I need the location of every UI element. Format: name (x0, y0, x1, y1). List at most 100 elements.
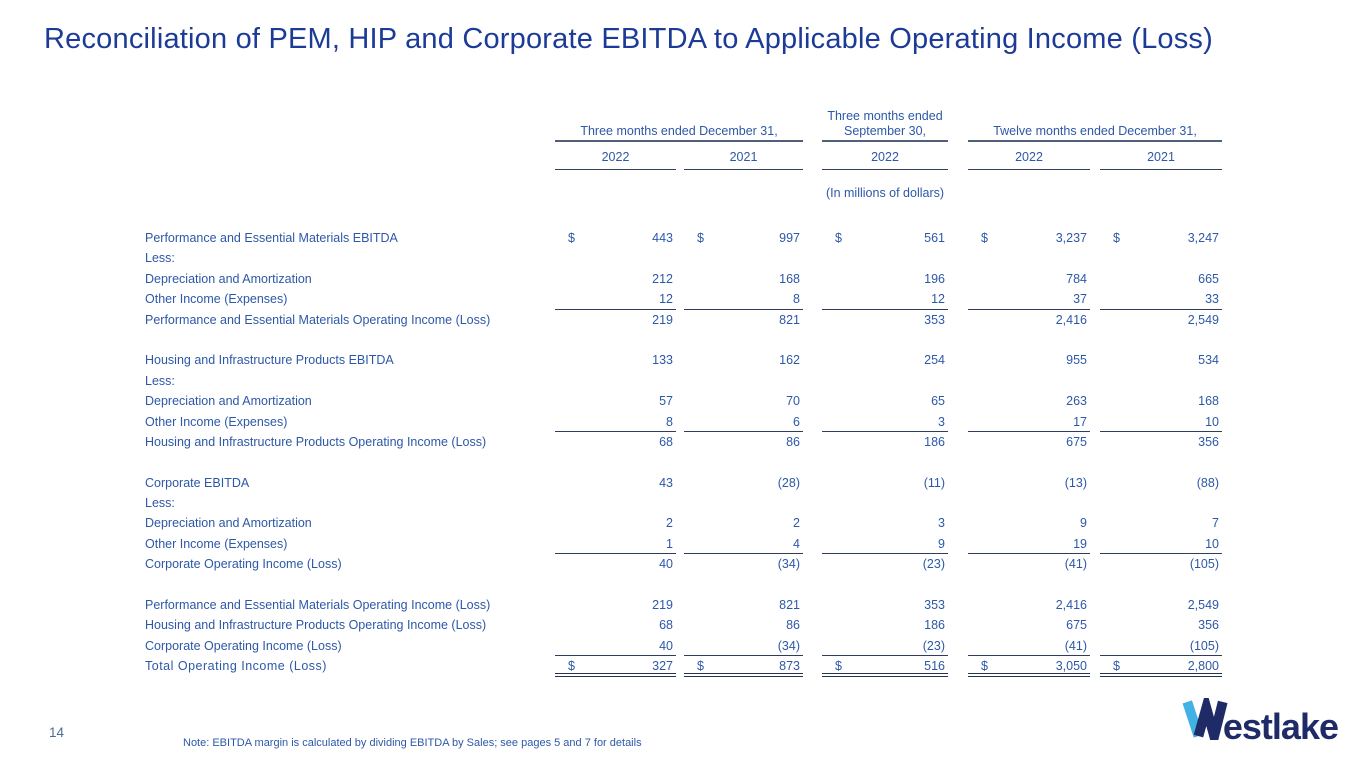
cell-value: 675 (1066, 434, 1087, 449)
cell-value: 2,549 (1187, 312, 1219, 327)
dollar-sign: $ (697, 231, 704, 245)
cell-value: 68 (659, 434, 673, 449)
cell-value: 353 (924, 598, 945, 613)
value-cell: 821 (684, 310, 803, 330)
value-cell (555, 493, 676, 513)
row-label: Total Operating Income (Loss) (145, 659, 327, 674)
cell-value: 516 (924, 659, 945, 674)
cell-value: 9 (938, 536, 945, 551)
dollar-sign: $ (568, 659, 575, 674)
cell-value: (41) (1064, 557, 1087, 572)
cell-value: 168 (1198, 394, 1219, 409)
row-label: Less: (145, 251, 175, 266)
value-cell: 86 (684, 432, 803, 452)
row-label: Other Income (Expenses) (145, 536, 288, 551)
value-cell: 784 (968, 269, 1090, 289)
value-cell: $516 (822, 656, 948, 677)
value-cell: 70 (684, 391, 803, 411)
cell-value: (88) (1196, 475, 1219, 490)
year-header: 2021 (1100, 144, 1222, 170)
value-cell: 10 (1100, 534, 1222, 555)
year-header: 2022 (555, 144, 676, 170)
value-cell (822, 248, 948, 268)
value-cell: (13) (968, 473, 1090, 493)
row-label: Other Income (Expenses) (145, 292, 288, 307)
value-cell: 12 (555, 289, 676, 310)
page-title: Reconciliation of PEM, HIP and Corporate… (44, 23, 1213, 55)
value-cell: 43 (555, 473, 676, 493)
value-cell: 219 (555, 310, 676, 330)
cell-value: 561 (924, 231, 945, 245)
cell-value: (11) (923, 475, 945, 490)
value-cell: 2,549 (1100, 595, 1222, 615)
value-cell: 2 (555, 513, 676, 533)
cell-value: 162 (779, 353, 800, 368)
cell-value: 8 (666, 414, 673, 429)
value-cell: 212 (555, 269, 676, 289)
value-cell: $3,050 (968, 656, 1090, 677)
table-row: Performance and Essential Materials EBIT… (145, 228, 1222, 248)
cell-value: 86 (786, 618, 800, 633)
value-cell: 196 (822, 269, 948, 289)
column-group-three-months-dec: Three months ended December 31, (555, 108, 803, 142)
cell-value: 784 (1066, 271, 1087, 286)
value-cell: (105) (1100, 554, 1222, 574)
value-cell: (41) (968, 554, 1090, 574)
value-cell: $327 (555, 656, 676, 677)
column-group-three-months-sep: Three months ended September 30, (822, 108, 948, 142)
cell-value: 9 (1080, 516, 1087, 531)
value-cell: $443 (555, 228, 676, 248)
value-cell (684, 371, 803, 391)
cell-value: 3,247 (1187, 231, 1219, 245)
dollar-sign: $ (835, 231, 842, 245)
row-label: Housing and Infrastructure Products Oper… (145, 618, 487, 633)
row-label: Corporate EBITDA (145, 475, 250, 490)
value-cell (968, 493, 1090, 513)
cell-value: 2,800 (1187, 659, 1219, 674)
value-cell (684, 248, 803, 268)
value-cell: 2,416 (968, 310, 1090, 330)
cell-value: 33 (1205, 292, 1219, 307)
value-cell (684, 493, 803, 513)
cell-value: 2 (666, 516, 673, 531)
cell-value: 43 (659, 475, 673, 490)
value-cell: 186 (822, 432, 948, 452)
value-cell: 534 (1100, 350, 1222, 370)
dollar-sign: $ (981, 659, 988, 674)
table-row: Housing and Infrastructure Products Oper… (145, 432, 1222, 452)
dollar-sign: $ (981, 231, 988, 245)
value-cell: 1 (555, 534, 676, 555)
row-label: Performance and Essential Materials Oper… (145, 598, 491, 613)
cell-value: 133 (652, 353, 673, 368)
cell-value: 19 (1073, 536, 1087, 551)
cell-value: 212 (652, 271, 673, 286)
table-row: Depreciation and Amortization 2 2 3 9 7 (145, 513, 1222, 533)
cell-value: 168 (779, 271, 800, 286)
cell-value: 10 (1205, 414, 1219, 429)
row-label: Depreciation and Amortization (145, 516, 312, 531)
cell-value: 665 (1198, 271, 1219, 286)
cell-value: 70 (786, 394, 800, 409)
value-cell: 186 (822, 615, 948, 635)
value-cell: 17 (968, 412, 1090, 432)
westlake-logo: estlake (1182, 698, 1339, 747)
value-cell: 40 (555, 636, 676, 657)
table-row: Less: (145, 493, 1222, 513)
value-cell: 675 (968, 615, 1090, 635)
row-label: Housing and Infrastructure Products Oper… (145, 434, 487, 449)
value-cell (968, 371, 1090, 391)
dollar-sign: $ (697, 659, 704, 674)
table-spacer-row (145, 330, 1222, 350)
value-cell (1100, 248, 1222, 268)
table-row: Performance and Essential Materials Oper… (145, 310, 1222, 330)
value-cell: $997 (684, 228, 803, 248)
value-cell: 12 (822, 289, 948, 310)
cell-value: 356 (1198, 618, 1219, 633)
page-number: 14 (49, 725, 65, 740)
table-row: Corporate Operating Income (Loss) 40 (34) (… (145, 554, 1222, 574)
value-cell: (105) (1100, 636, 1222, 657)
year-header: 2021 (684, 144, 803, 170)
row-label: Corporate Operating Income (Loss) (145, 557, 342, 572)
value-cell (1100, 371, 1222, 391)
cell-value: 219 (652, 598, 673, 613)
